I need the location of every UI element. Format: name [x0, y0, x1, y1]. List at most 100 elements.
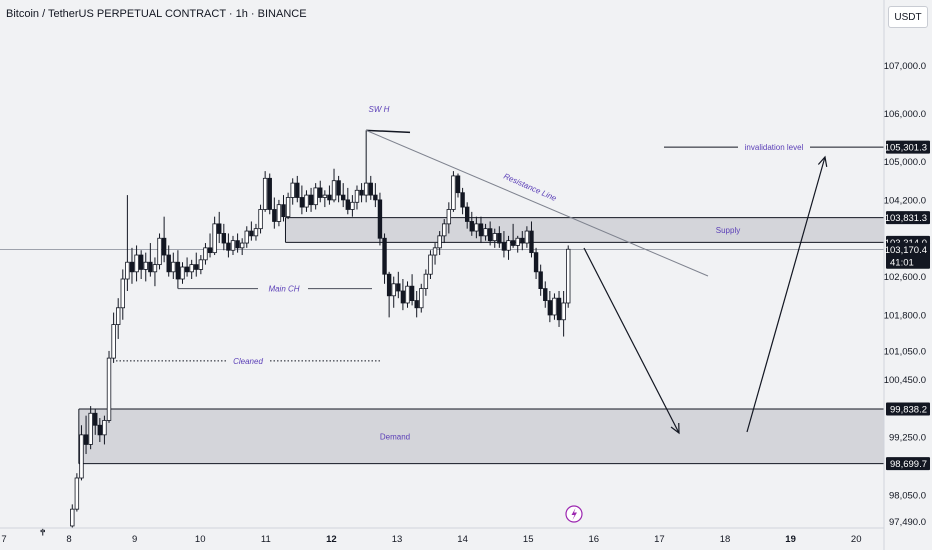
candle-body — [194, 264, 199, 270]
candle — [515, 235, 520, 253]
price-tick-label: 99,250.0 — [889, 433, 926, 444]
candle — [483, 223, 488, 241]
candle — [423, 269, 429, 296]
candle-body — [304, 194, 309, 208]
candle — [253, 223, 259, 241]
candle — [230, 235, 236, 256]
candle-body — [474, 223, 479, 232]
candle — [152, 257, 158, 287]
candle — [506, 235, 511, 260]
candle — [290, 178, 295, 205]
candle-body — [40, 529, 45, 533]
candle-body — [212, 223, 217, 254]
candle-body — [501, 242, 507, 251]
candle-body — [281, 204, 286, 218]
time-tick-label: 14 — [457, 534, 468, 545]
candle — [116, 298, 121, 339]
candle-body — [561, 302, 566, 321]
candle-body — [538, 271, 543, 289]
candle-body — [308, 194, 314, 206]
candle-body — [189, 264, 194, 273]
candle-body — [166, 254, 171, 273]
candle — [359, 183, 364, 203]
candle-body — [391, 283, 396, 297]
price-level-tag-label: 103,831.3 — [885, 213, 927, 224]
candle-body — [469, 221, 474, 232]
candle — [487, 221, 493, 246]
candle — [171, 252, 176, 280]
candle-body — [331, 180, 337, 201]
time-tick-label: 20 — [851, 534, 862, 545]
candle-body — [566, 248, 571, 304]
candle — [432, 243, 438, 265]
price-level-tag-bg — [886, 140, 930, 154]
candle — [88, 406, 93, 450]
candle-body — [299, 197, 305, 208]
candle-body — [267, 177, 272, 210]
candle — [382, 233, 387, 284]
candle — [469, 211, 474, 236]
candle — [331, 168, 337, 203]
chart-title: Bitcoin / TetherUS PERPETUAL CONTRACT · … — [6, 8, 307, 20]
time-tick-label: 19 — [785, 534, 796, 545]
candle — [446, 202, 452, 234]
price-level-tag-bg — [886, 211, 930, 225]
candle-body — [414, 300, 419, 309]
candle-body — [97, 424, 103, 436]
candle-body — [409, 285, 415, 301]
candle — [244, 226, 249, 248]
candle-body — [464, 206, 470, 222]
candle — [138, 250, 144, 280]
candle-body — [497, 233, 502, 244]
candle — [391, 276, 396, 308]
candle-body — [74, 477, 80, 510]
candle-body — [373, 194, 378, 201]
candle — [354, 185, 360, 210]
candle — [249, 221, 254, 241]
candle — [40, 528, 45, 536]
candle-body — [432, 247, 438, 256]
candle — [350, 195, 355, 217]
candle-body — [400, 290, 406, 304]
candle-body — [529, 230, 534, 254]
lightning-icon-bolt — [571, 508, 577, 520]
candle-body — [345, 199, 350, 210]
lightning-icon[interactable] — [565, 505, 583, 523]
candle — [239, 238, 245, 256]
candle-body — [423, 273, 429, 289]
candle — [93, 408, 98, 435]
currency-button[interactable]: USDT — [888, 6, 928, 28]
candle — [561, 290, 566, 337]
candle — [235, 233, 240, 253]
candle — [451, 171, 456, 212]
invalidation-label: invalidation level — [745, 143, 804, 152]
candle-body — [515, 237, 520, 246]
candle — [299, 185, 305, 215]
time-tick-label: 12 — [326, 534, 337, 545]
candle — [281, 195, 286, 222]
candle-body — [483, 228, 488, 237]
price-tick-label: 107,000.0 — [884, 61, 926, 72]
swing-high-label: SW H — [369, 105, 390, 114]
time-tick-label: 15 — [523, 534, 534, 545]
candle — [217, 211, 222, 244]
supply-zone-label: Supply — [716, 226, 740, 235]
time-tick-label: 16 — [589, 534, 600, 545]
candle — [295, 175, 300, 203]
candle — [184, 257, 190, 277]
candle — [520, 231, 525, 251]
candle-body — [405, 285, 410, 304]
candle-body — [446, 209, 452, 225]
candle — [262, 171, 268, 212]
candle-body — [157, 237, 162, 266]
candle — [460, 187, 465, 215]
candle — [304, 190, 309, 212]
price-tick-label: 102,600.0 — [884, 272, 926, 283]
candle-body — [442, 223, 447, 237]
candle — [226, 233, 231, 258]
candle-body — [552, 297, 557, 316]
candle-body — [295, 182, 300, 198]
candle-body — [180, 266, 185, 280]
